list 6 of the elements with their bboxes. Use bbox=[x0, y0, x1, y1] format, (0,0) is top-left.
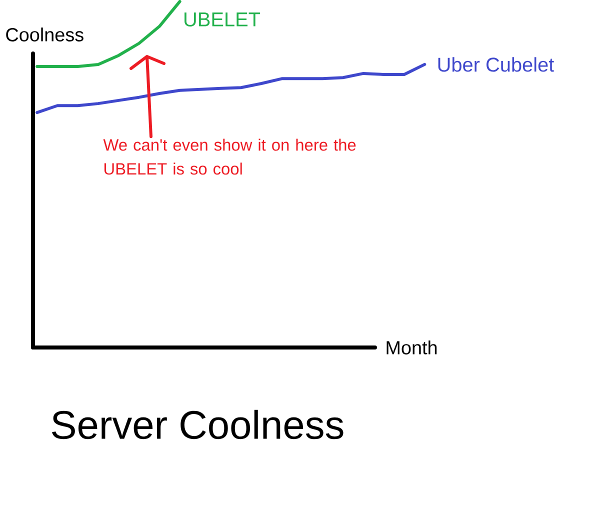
text: Server Coolness bbox=[52, 410, 344, 440]
series-label: Uber Cubelet bbox=[438, 57, 554, 72]
series-label: UBELET bbox=[184, 12, 260, 27]
annotation: We can't even show it on here the UBELET is so cool bbox=[103, 138, 356, 175]
y-axis-title: Coolness bbox=[6, 28, 84, 42]
x-axis-title: Month bbox=[386, 340, 437, 355]
